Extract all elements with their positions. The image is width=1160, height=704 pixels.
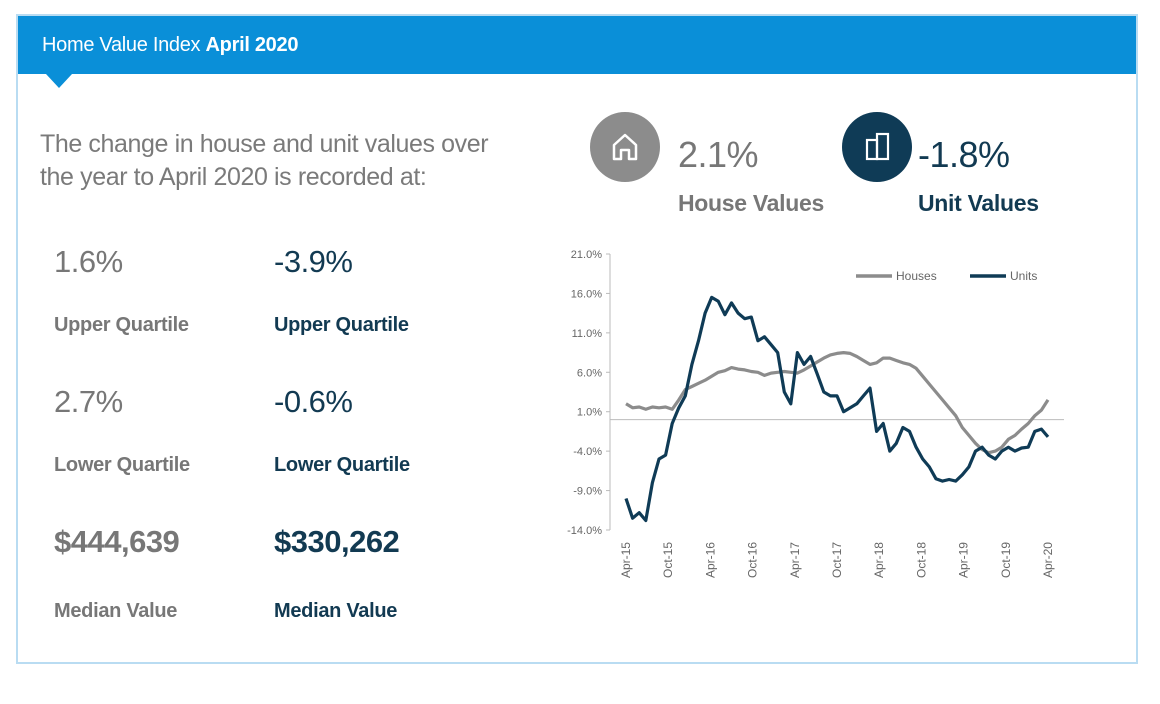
- house-median-value: $444,639: [54, 524, 180, 559]
- x-tick-label: Oct-16: [746, 542, 760, 578]
- unit-median-label: Median Value: [274, 600, 398, 622]
- y-tick-label: 21.0%: [571, 249, 602, 261]
- house-headline-value: 2.1%: [678, 134, 759, 175]
- house-badge: [590, 112, 660, 182]
- unit-lower-quartile-label: Lower Quartile: [274, 454, 410, 476]
- series-line-houses: [625, 350, 1050, 455]
- legend-label-units: Units: [1010, 269, 1037, 283]
- x-tick-label: Oct-17: [830, 542, 844, 578]
- y-tick-label: -9.0%: [573, 486, 602, 498]
- banner-pointer: [46, 74, 72, 88]
- home-value-index-card: Home Value Index April 2020 The change i…: [16, 14, 1138, 664]
- y-tick-label: 6.0%: [577, 367, 602, 379]
- house-icon: [612, 133, 638, 161]
- house-lower-quartile-label: Lower Quartile: [54, 454, 190, 476]
- banner-title-date: April 2020: [205, 34, 299, 56]
- house-lower-quartile-value: 2.7%: [54, 384, 123, 419]
- legend-label-houses: Houses: [896, 269, 937, 283]
- banner-title: Home Value Index April 2020: [42, 34, 298, 57]
- unit-upper-quartile-label: Upper Quartile: [274, 314, 409, 336]
- unit-headline-value: -1.8%: [918, 134, 1010, 175]
- unit-upper-quartile-value: -3.9%: [274, 244, 353, 279]
- house-upper-quartile-label: Upper Quartile: [54, 314, 189, 336]
- x-tick-label: Apr-16: [703, 542, 717, 578]
- series-line-units: [624, 295, 1050, 523]
- y-tick-label: -14.0%: [567, 525, 602, 537]
- x-tick-label: Oct-18: [914, 542, 928, 578]
- x-tick-label: Apr-20: [1041, 542, 1055, 578]
- unit-badge: [842, 112, 912, 182]
- x-tick-label: Apr-15: [619, 542, 633, 578]
- unit-lower-quartile-value: -0.6%: [274, 384, 353, 419]
- building-icon: [865, 132, 890, 161]
- intro-text: The change in house and unit values over…: [40, 130, 489, 191]
- value-change-line-chart: 21.0% 16.0% 11.0% 6.0% 1.0% -4.0% -9.0% -14.0% A…: [567, 249, 1064, 578]
- house-headline-label: House Values: [678, 190, 824, 216]
- x-tick-label: Apr-18: [872, 542, 886, 578]
- header-banner: Home Value Index April 2020: [18, 16, 1136, 74]
- y-tick-label: 1.0%: [577, 407, 602, 419]
- banner-title-prefix: Home Value Index: [42, 34, 201, 56]
- x-tick-label: Apr-19: [957, 542, 971, 578]
- unit-headline-label: Unit Values: [918, 190, 1039, 216]
- house-upper-quartile-value: 1.6%: [54, 244, 123, 279]
- x-tick-label: Apr-17: [788, 542, 802, 578]
- house-median-label: Median Value: [54, 600, 178, 622]
- y-tick-label: -4.0%: [573, 446, 602, 458]
- unit-median-value: $330,262: [274, 524, 400, 559]
- x-tick-label: Oct-15: [661, 542, 675, 578]
- y-tick-label: 16.0%: [571, 288, 602, 300]
- y-tick-label: 11.0%: [572, 328, 603, 340]
- x-tick-label: Oct-19: [999, 542, 1013, 578]
